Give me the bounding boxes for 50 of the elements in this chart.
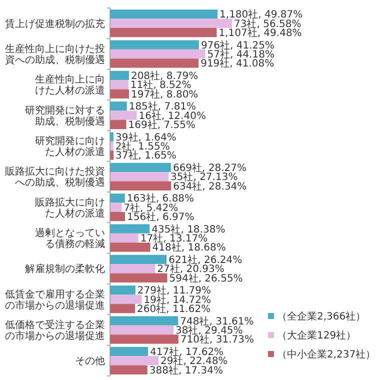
bar <box>110 70 129 80</box>
y-tick-label: 販路拡大に向けた人材の派遣 <box>35 196 105 220</box>
bar <box>110 28 217 38</box>
bar <box>110 224 150 234</box>
bar <box>110 254 167 264</box>
bar <box>110 194 125 203</box>
bar <box>110 365 148 374</box>
y-tick-label: その他 <box>75 355 105 368</box>
y-tick-label: 低価格で受注する企業の市場からの退場促進 <box>5 319 105 342</box>
data-label: 976社, 41.25% <box>200 39 275 52</box>
bar <box>110 102 127 111</box>
bar <box>110 110 137 120</box>
data-label: 417社, 17.62% <box>150 346 224 358</box>
y-tick-label: 生産性向上に向けた投資への助成、税制優遇 <box>5 43 105 66</box>
y-tick-label: 研究開発に対する助成、税制優遇 <box>25 104 105 128</box>
bar <box>110 181 172 190</box>
legend-label: （全企業2,366社） <box>277 310 366 322</box>
y-tick-label: 販路拡大に向けた投資への助成、税制優遇 <box>5 166 105 189</box>
bar <box>110 80 128 90</box>
y-tick-label: 賃上げ促進税制の拡充 <box>5 18 105 30</box>
y-tick-label: 低賃金で雇用する企業の市場からの退場促進 <box>5 288 105 312</box>
bar <box>110 40 199 50</box>
y-tick-label: 生産性向上に向けた人材の派遣 <box>35 74 105 97</box>
bar <box>110 304 136 314</box>
bar <box>110 58 199 68</box>
legend-label: （大企業129社） <box>277 330 356 342</box>
bar <box>110 89 129 98</box>
bar <box>110 49 206 59</box>
bar <box>110 264 156 274</box>
bar <box>110 202 122 212</box>
bar <box>110 10 218 19</box>
bar <box>110 334 178 344</box>
bar <box>110 120 126 130</box>
bar <box>110 325 174 335</box>
bar <box>110 294 142 304</box>
legend-label: （中小企業2,237社） <box>277 348 376 360</box>
bar <box>110 162 171 172</box>
y-tick-label: 研究開発に向けた人材の派遣 <box>35 135 105 158</box>
bar <box>110 286 136 295</box>
bar <box>110 346 148 356</box>
bar <box>110 242 150 252</box>
bar <box>110 273 168 282</box>
bar <box>110 172 168 182</box>
bar <box>110 18 232 28</box>
bar <box>110 316 178 326</box>
bar <box>110 356 158 366</box>
y-tick-label: 解雇規制の柔軟化 <box>25 263 105 276</box>
bar <box>110 233 138 243</box>
y-tick-label: 過剰となっている債務の軽減 <box>35 227 105 250</box>
bar <box>110 212 126 222</box>
